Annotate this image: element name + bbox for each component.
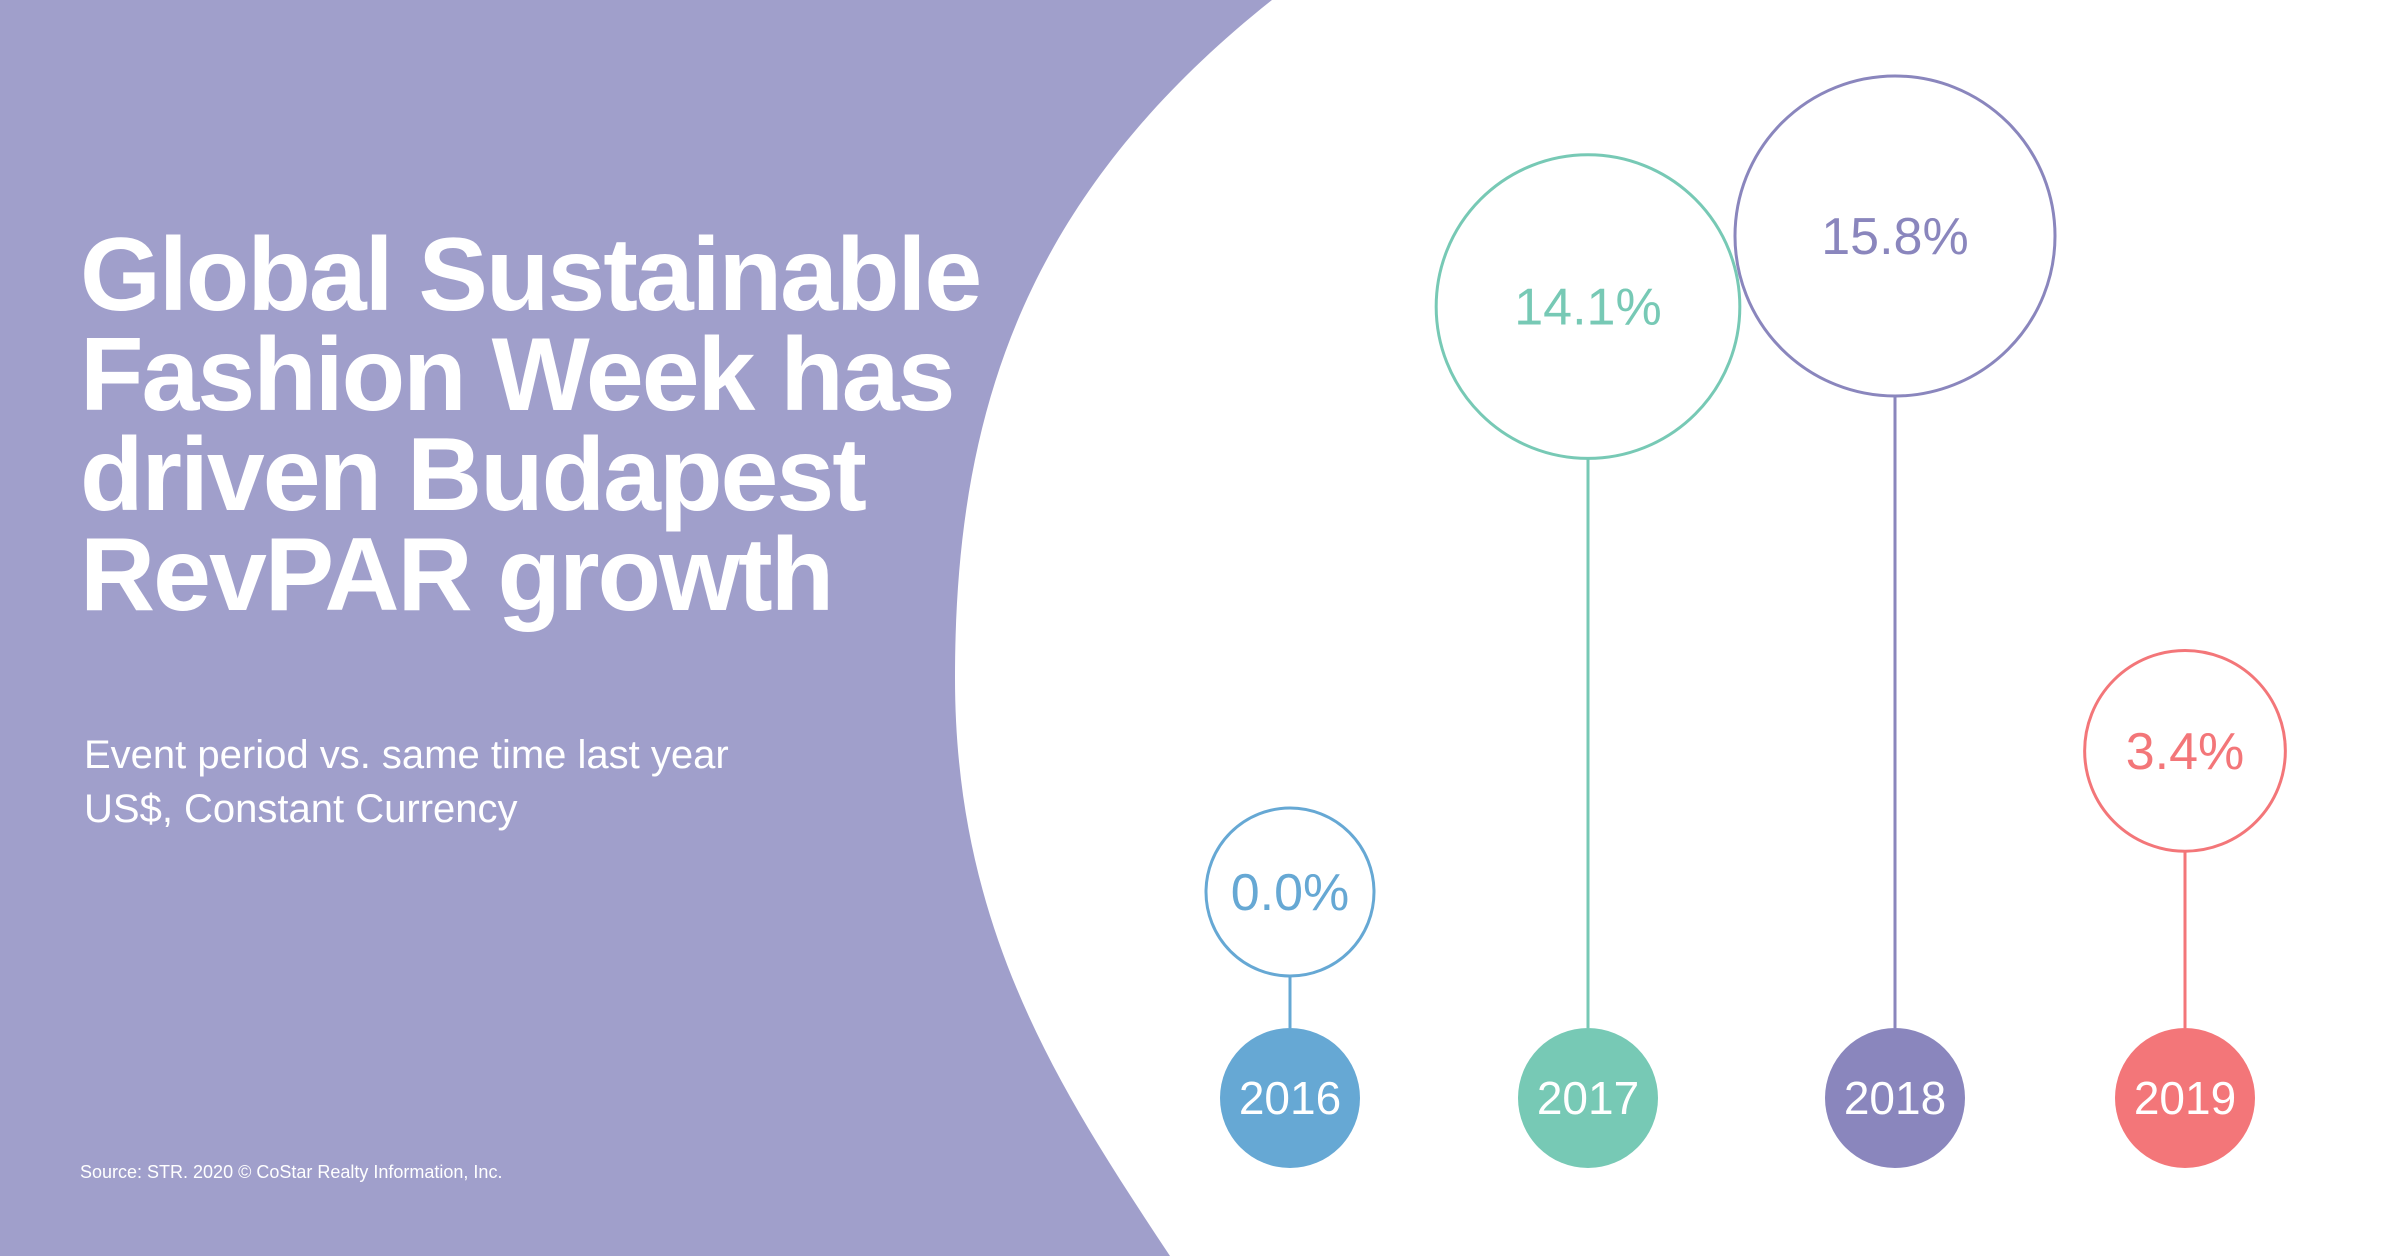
title-line: Fashion Week has — [80, 317, 955, 433]
year-label-2018: 2018 — [1844, 1072, 1946, 1124]
value-bubble-2018 — [1733, 74, 2057, 398]
year-dot-2016 — [1220, 1028, 1360, 1168]
title-line: driven Budapest — [80, 417, 867, 533]
value-bubble-2019 — [2083, 648, 2287, 853]
source-note: Source: STR. 2020 © CoStar Realty Inform… — [80, 1162, 503, 1182]
value-label-2017: 14.1% — [1514, 279, 1661, 337]
value-label-2019: 3.4% — [2126, 723, 2245, 781]
title-line: Global Sustainable — [80, 217, 982, 333]
subtitle-line: US$, Constant Currency — [84, 787, 518, 831]
subtitle: Event period vs. same time last year US$… — [84, 728, 729, 836]
value-label-2018: 15.8% — [1821, 208, 1968, 266]
title-panel — [0, 0, 1272, 1256]
year-label-2017: 2017 — [1537, 1072, 1639, 1124]
year-dot-2018 — [1825, 1028, 1965, 1168]
subtitle-line: Event period vs. same time last year — [84, 733, 729, 777]
title-line: RevPAR growth — [80, 517, 834, 633]
value-bubble-2016 — [1204, 806, 1376, 978]
year-dot-2019 — [2115, 1028, 2255, 1168]
year-label-2019: 2019 — [2134, 1072, 2236, 1124]
value-label-2016: 0.0% — [1231, 864, 1350, 922]
year-dot-2017 — [1518, 1028, 1658, 1168]
year-label-2016: 2016 — [1239, 1072, 1341, 1124]
page-title: Global Sustainable Fashion Week has driv… — [80, 217, 982, 633]
value-bubble-2017 — [1434, 153, 1742, 460]
